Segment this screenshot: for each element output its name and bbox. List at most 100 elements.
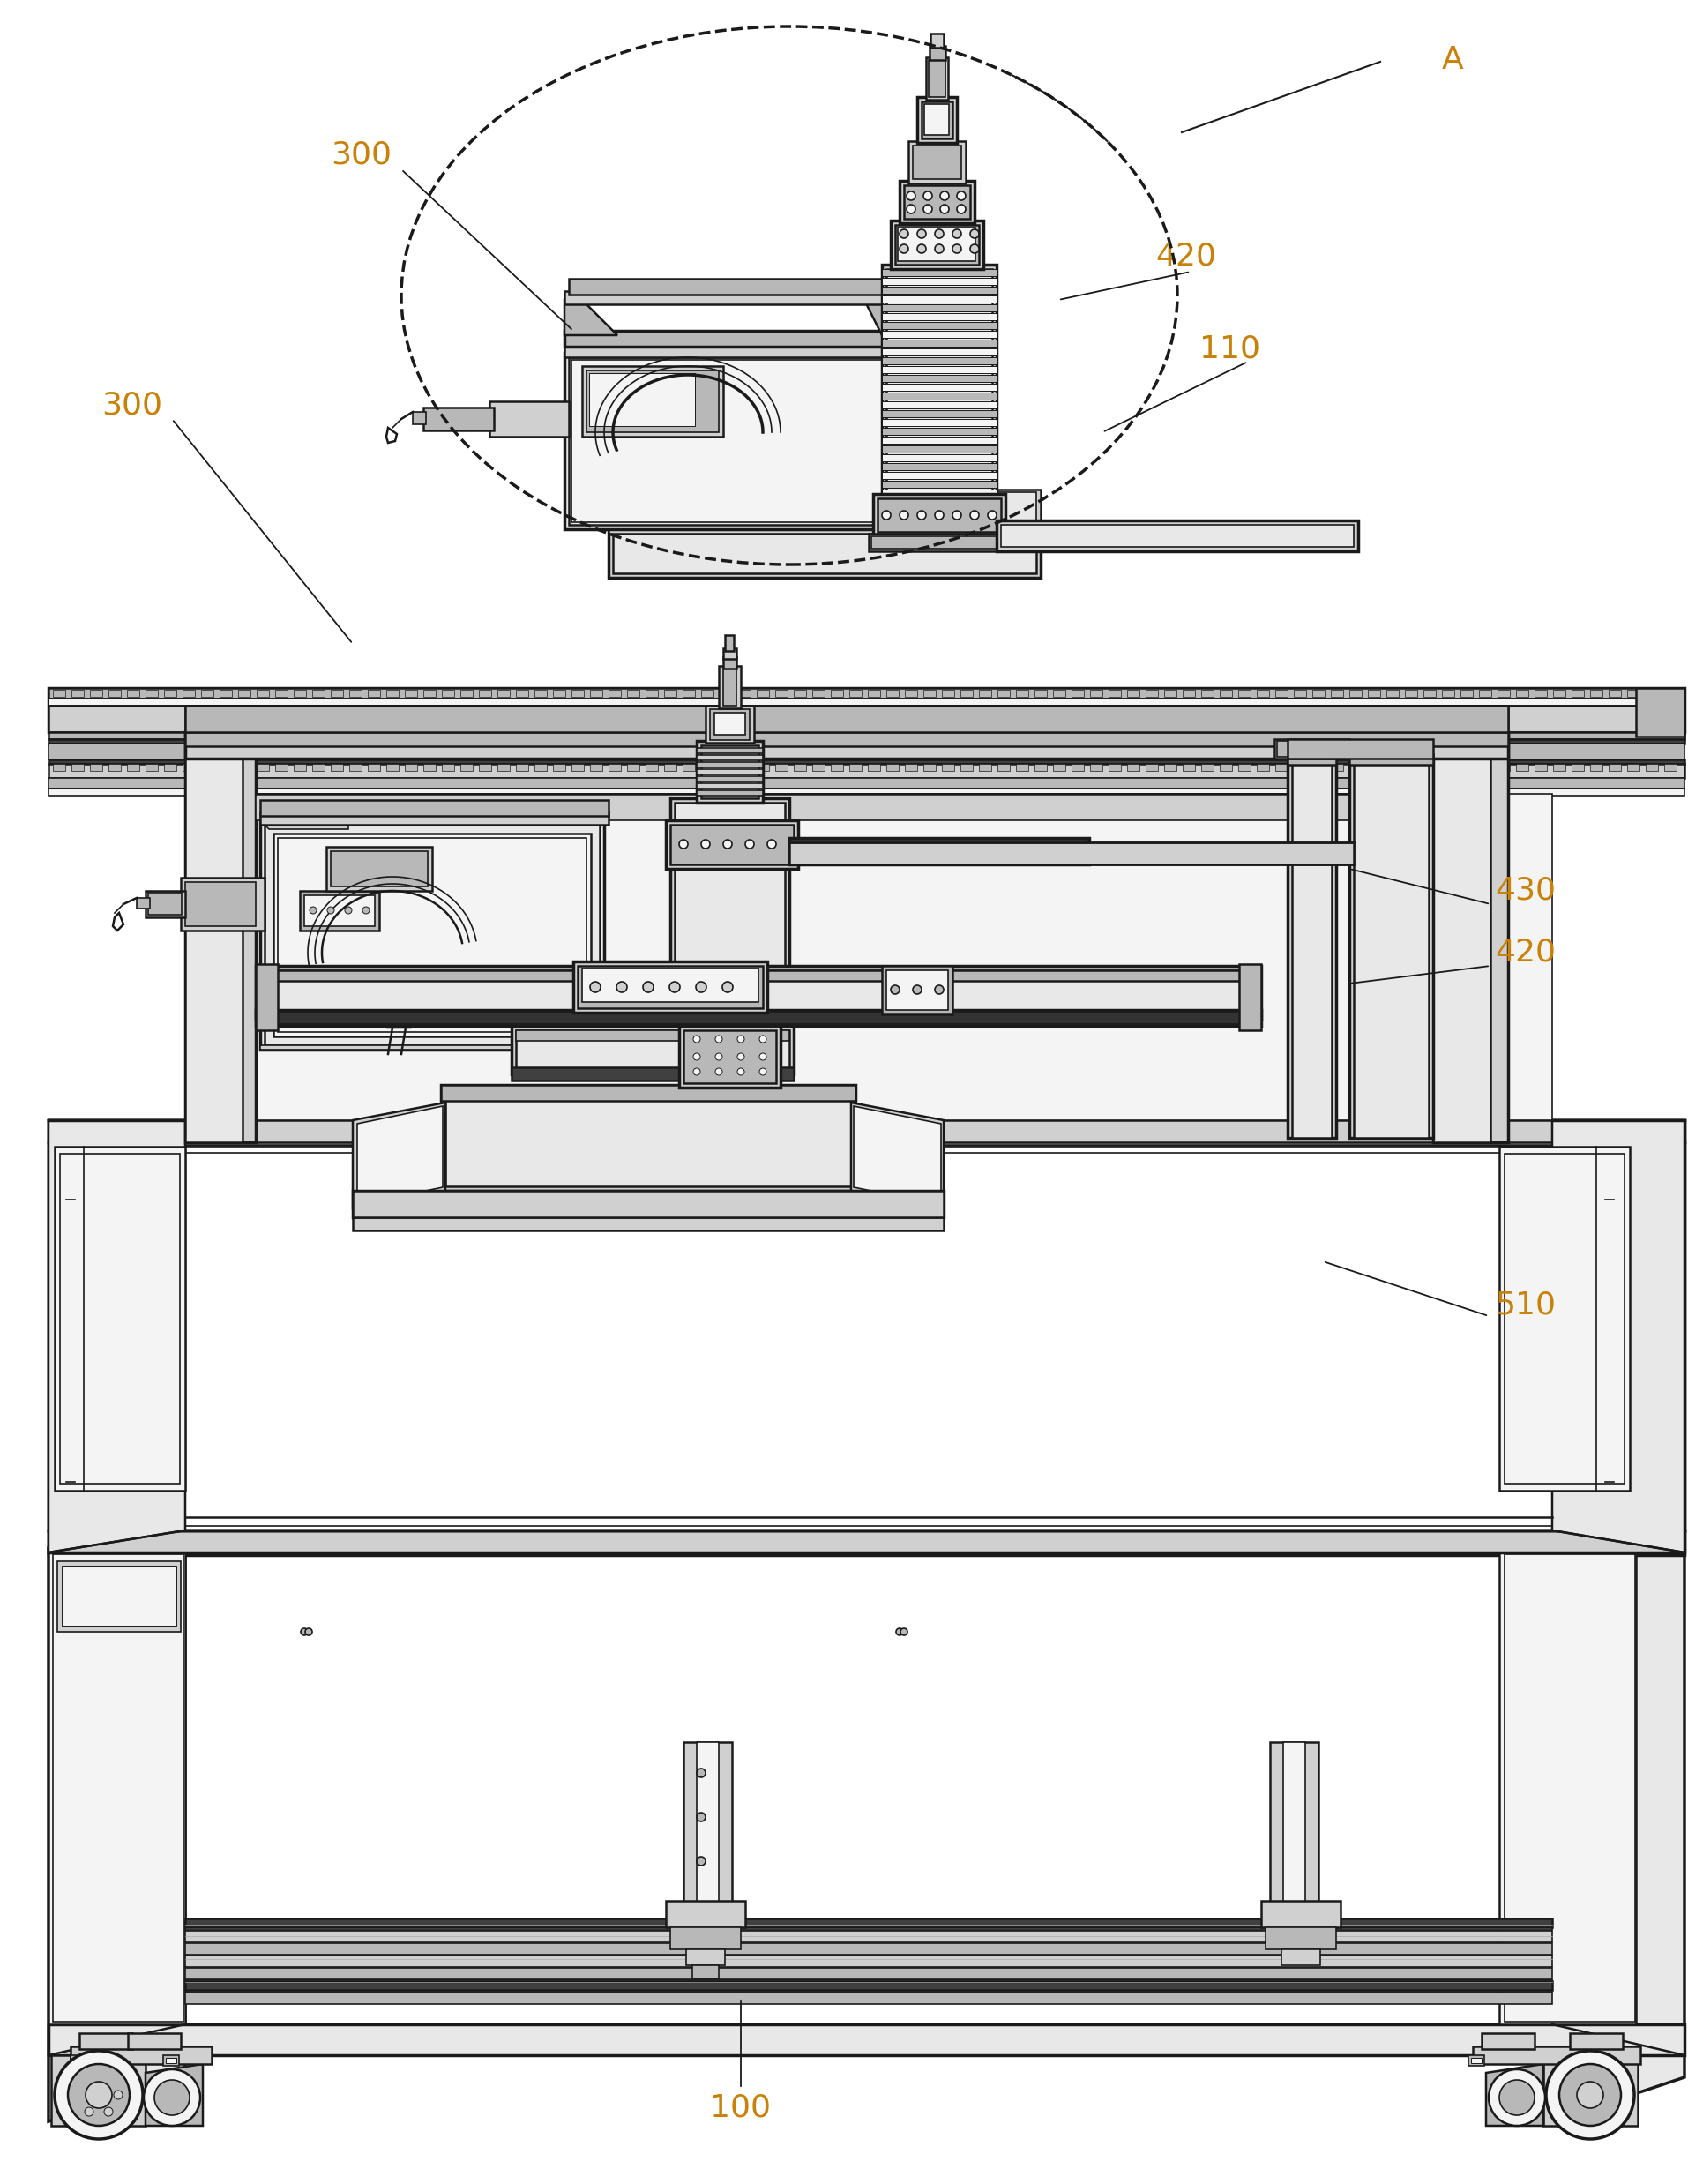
Bar [830, 764, 842, 771]
Bar [569, 358, 895, 524]
Bar [908, 142, 966, 183]
Text: 100: 100 [711, 2092, 771, 2123]
Circle shape [738, 1068, 744, 1075]
Circle shape [616, 983, 626, 992]
Bar [714, 712, 744, 734]
Bar [886, 690, 898, 697]
Bar [1182, 690, 1195, 697]
Bar [1433, 732, 1491, 1142]
Bar [626, 690, 640, 697]
Bar [1607, 764, 1620, 771]
Bar [1433, 732, 1507, 758]
Circle shape [697, 1813, 706, 1821]
Bar [515, 764, 528, 771]
Bar [1480, 2033, 1534, 2049]
Circle shape [935, 985, 944, 994]
Bar [145, 891, 186, 917]
Bar [255, 793, 1433, 821]
Circle shape [969, 511, 979, 520]
Bar [960, 690, 972, 697]
Circle shape [940, 205, 949, 214]
Circle shape [679, 839, 687, 850]
Circle shape [714, 1035, 722, 1042]
Bar [873, 494, 1004, 537]
Bar [186, 793, 1551, 1120]
Bar [564, 345, 900, 358]
Bar [670, 1926, 741, 1950]
Circle shape [738, 1035, 744, 1042]
Circle shape [722, 983, 733, 992]
Polygon shape [49, 1548, 186, 2121]
Bar [1472, 2046, 1639, 2064]
Bar [1404, 690, 1416, 697]
Bar [186, 732, 255, 1142]
Bar [1423, 690, 1435, 697]
Bar [275, 690, 287, 697]
Bar [722, 657, 736, 668]
Bar [49, 788, 1683, 795]
Circle shape [760, 1035, 766, 1042]
Bar [1084, 843, 1089, 860]
Bar [923, 690, 935, 697]
Bar [1590, 764, 1602, 771]
Circle shape [692, 1053, 701, 1059]
Bar [1534, 690, 1546, 697]
Bar [582, 968, 758, 1002]
Bar [674, 804, 785, 1051]
Bar [412, 413, 425, 424]
Bar [1460, 764, 1472, 771]
Polygon shape [1485, 2064, 1543, 2125]
Bar [79, 2033, 132, 2049]
Bar [52, 764, 66, 771]
Bar [830, 690, 842, 697]
Bar [670, 799, 788, 1055]
Bar [682, 764, 694, 771]
Bar [515, 1031, 788, 1070]
Bar [788, 843, 1354, 865]
Bar [722, 668, 736, 705]
Bar [71, 690, 84, 697]
Bar [905, 690, 917, 697]
Bar [1070, 764, 1084, 771]
Bar [186, 1531, 1551, 1553]
Polygon shape [1636, 688, 1683, 736]
Bar [1570, 2033, 1622, 2049]
Bar [571, 360, 891, 522]
Circle shape [327, 906, 334, 913]
Bar [881, 339, 996, 347]
Bar [665, 1900, 744, 1926]
Bar [71, 2046, 211, 2064]
Circle shape [906, 205, 915, 214]
Bar [511, 1068, 793, 1081]
Bar [923, 764, 935, 771]
Bar [871, 537, 1006, 548]
Text: 420: 420 [1494, 937, 1555, 968]
Bar [1460, 690, 1472, 697]
Bar [49, 699, 1683, 705]
Bar [1219, 764, 1232, 771]
Bar [479, 764, 491, 771]
Bar [697, 1743, 719, 1918]
Bar [1107, 690, 1121, 697]
Bar [1626, 690, 1639, 697]
Bar [775, 690, 787, 697]
Bar [886, 970, 947, 1009]
Bar [186, 732, 1507, 758]
Bar [182, 764, 194, 771]
Circle shape [957, 192, 966, 201]
Bar [515, 1031, 788, 1042]
Circle shape [722, 839, 731, 850]
Bar [1200, 764, 1214, 771]
Circle shape [738, 1053, 744, 1059]
Bar [1274, 690, 1286, 697]
Bar [608, 690, 621, 697]
Bar [1293, 690, 1305, 697]
Bar [697, 756, 763, 760]
Bar [49, 1553, 186, 2025]
Bar [186, 1918, 1551, 1926]
Circle shape [1577, 2081, 1602, 2108]
Circle shape [917, 511, 925, 520]
Circle shape [760, 1053, 766, 1059]
Circle shape [890, 985, 900, 994]
Bar [461, 690, 473, 697]
